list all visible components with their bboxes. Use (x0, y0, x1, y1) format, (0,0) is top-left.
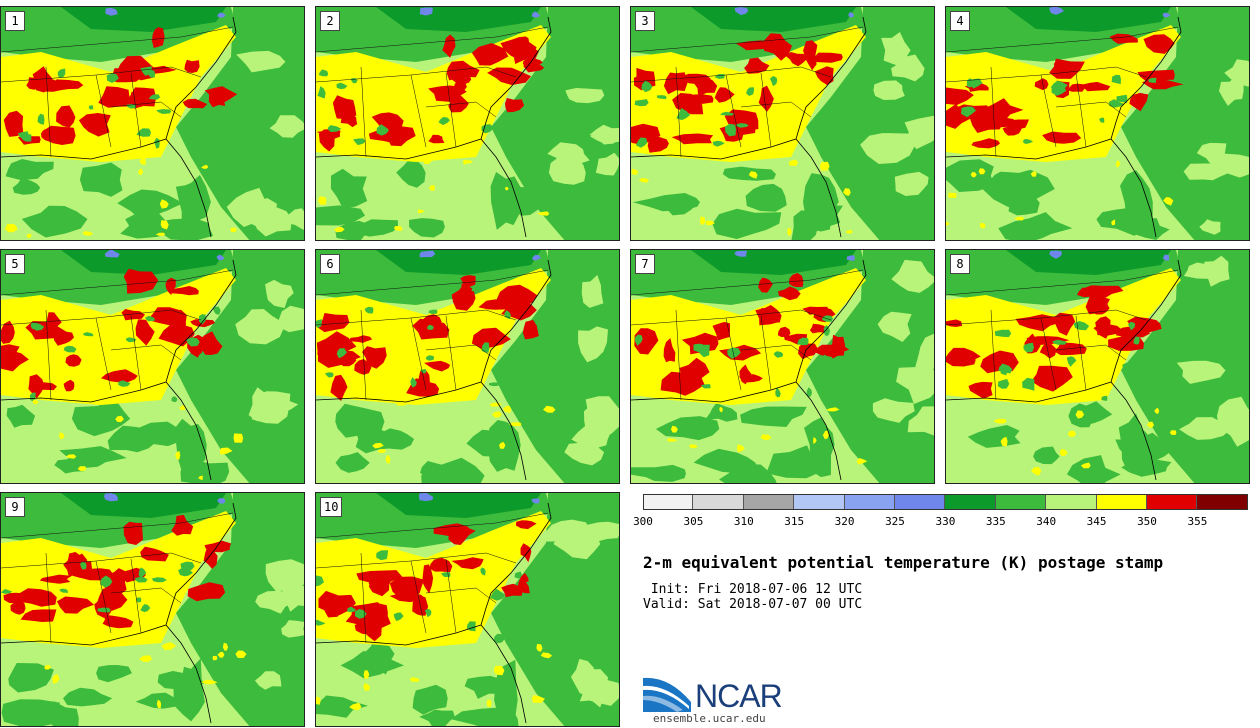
ncar-logo: NCAR ensemble.ucar.edu (643, 672, 793, 725)
ncar-logo-text: NCAR (695, 678, 783, 714)
member-number-label: 7 (635, 254, 655, 274)
ensemble-member-panel: 6 (315, 249, 620, 484)
member-number-label: 1 (5, 11, 25, 31)
ensemble-member-panel: 8 (945, 249, 1250, 484)
ensemble-member-panel: 10 (315, 492, 620, 727)
ensemble-member-panel: 1 (0, 6, 305, 241)
ncar-url: ensemble.ucar.edu (653, 712, 766, 725)
colorbar-tick-label: 335 (985, 515, 1006, 528)
theta-e-map (631, 7, 934, 240)
member-number-label: 9 (5, 497, 25, 517)
ensemble-member-panel: 3 (630, 6, 935, 241)
colorbar-swatch (693, 494, 744, 510)
colorbar-swatch (995, 494, 1047, 510)
theta-e-map (1, 250, 304, 483)
valid-time: Valid: Sat 2018-07-07 00 UTC (643, 597, 863, 612)
colorbar-frame (643, 494, 1248, 510)
member-number-label: 10 (320, 497, 343, 517)
member-number-label: 6 (320, 254, 340, 274)
init-time: Init: Fri 2018-07-06 12 UTC (643, 582, 863, 597)
ensemble-member-panel: 5 (0, 249, 305, 484)
colorbar-tick-label: 355 (1187, 515, 1208, 528)
ensemble-member-panel: 9 (0, 492, 305, 727)
theta-e-map (631, 250, 934, 483)
ensemble-member-panel: 4 (945, 6, 1250, 241)
theta-e-map (1, 7, 304, 240)
ensemble-member-panel: 7 (630, 249, 935, 484)
member-number-label: 2 (320, 11, 340, 31)
colorbar-swatch (844, 494, 895, 510)
ensemble-member-panel: 2 (315, 6, 620, 241)
colorbar-swatch (895, 494, 946, 510)
colorbar-tick-label: 330 (935, 515, 956, 528)
colorbar-tick-label: 320 (834, 515, 855, 528)
theta-e-map (946, 250, 1249, 483)
colorbar-swatch (743, 494, 795, 510)
colorbar-tick-label: 345 (1086, 515, 1107, 528)
member-number-label: 4 (950, 11, 970, 31)
colorbar-swatch (1046, 494, 1097, 510)
colorbar-tick-label: 305 (683, 515, 704, 528)
colorbar-swatch (794, 494, 845, 510)
theta-e-map (946, 7, 1249, 240)
member-number-label: 5 (5, 254, 25, 274)
theta-e-map (316, 493, 619, 726)
colorbar-swatch (1147, 494, 1198, 510)
theta-e-map (1, 493, 304, 726)
colorbar-tick-label: 310 (733, 515, 754, 528)
colorbar-swatch (945, 494, 996, 510)
colorbar-tick-label: 315 (784, 515, 805, 528)
theta-e-map (316, 7, 619, 240)
member-number-label: 8 (950, 254, 970, 274)
ncar-logo-icon (643, 677, 691, 712)
colorbar-tick-label: 340 (1036, 515, 1057, 528)
figure-title: 2-m equivalent potential temperature (K)… (643, 553, 1164, 572)
colorbar-swatch (1096, 494, 1147, 510)
colorbar-tick-label: 300 (633, 515, 653, 528)
colorbar-tick-label: 350 (1137, 515, 1157, 528)
member-number-label: 3 (635, 11, 655, 31)
theta-e-map (316, 250, 619, 483)
colorbar-tick-label: 325 (885, 515, 905, 528)
colorbar-swatch (643, 494, 694, 510)
